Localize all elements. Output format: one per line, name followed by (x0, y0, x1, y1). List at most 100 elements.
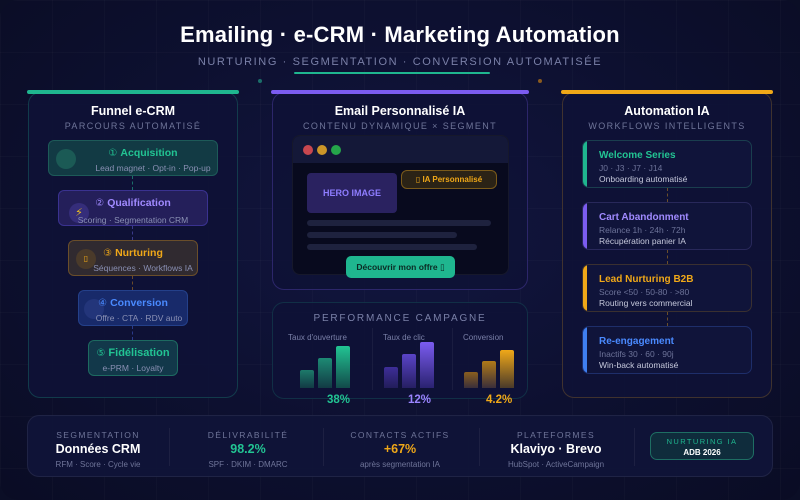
text-placeholder-line (307, 232, 457, 238)
workflow-re-engagement[interactable]: Re-engagement Inactifs 30 · 60 · 90j Win… (582, 326, 752, 374)
text-placeholder-line (307, 220, 491, 226)
workflow-description: Récupération panier IA (599, 236, 686, 246)
minimize-dot-icon (317, 145, 327, 155)
stat-delivrabilite: DÉLIVRABILITÉ 98.2% SPF · DKIM · DMARC (171, 416, 325, 478)
stats-bar: SEGMENTATION Données CRM RFM · Score · C… (27, 415, 773, 477)
stage-description: Scoring · Segmentation CRM (77, 215, 189, 225)
email-title: Email Personnalisé IA (334, 104, 466, 118)
decor-dot (538, 79, 542, 83)
open-rate-bar (336, 346, 350, 388)
panel-accent-bar (561, 90, 773, 94)
funnel-stage-fidelisation[interactable]: ⑤ Fidélisation e-PRM · Loyalty (88, 340, 178, 376)
workflow-title: Cart Abandonment (599, 212, 689, 223)
stage-title: ② Qualification (59, 197, 207, 209)
click-rate-value: 12% (408, 394, 432, 406)
stat-plateformes: PLATEFORMES Klaviyo · Brevo HubSpot · Ac… (481, 416, 631, 478)
workflow-title: Welcome Series (599, 150, 676, 161)
divider (323, 428, 324, 466)
panel-accent-bar (271, 90, 529, 94)
automation-subtitle: WORKFLOWS INTELLIGENTS (588, 121, 746, 131)
stage-label: Nurturing (115, 247, 163, 259)
workflow-connector (667, 250, 668, 264)
divider (479, 428, 480, 466)
stage-description: Séquences · Workflows IA (93, 263, 193, 273)
click-rate-bar (402, 354, 416, 388)
stat-label: SEGMENTATION (56, 430, 140, 440)
conversion-bar (482, 361, 496, 388)
workflow-title: Lead Nurturing B2B (599, 274, 694, 285)
funnel-stage-conversion[interactable]: ④ Conversion Offre · CTA · RDV auto (78, 290, 188, 326)
stat-value: Données CRM (55, 442, 141, 456)
funnel-connector (132, 226, 133, 240)
automation-title: Automation IA (624, 104, 710, 118)
conversion-bar (500, 350, 514, 388)
subtitle-underline (294, 72, 490, 74)
page-subtitle: NURTURING · SEGMENTATION · CONVERSION AU… (197, 56, 603, 68)
funnel-connector (132, 176, 133, 190)
stat-label: PLATEFORMES (516, 430, 596, 440)
funnel-stage-acquisition[interactable]: ① Acquisition Lead magnet · Opt-in · Pop-… (48, 140, 218, 176)
stage-number: ③ (103, 248, 113, 259)
stat-sub: SPF · DKIM · DMARC (208, 460, 288, 469)
stat-label: DÉLIVRABILITÉ (207, 430, 289, 440)
funnel-connector (132, 276, 133, 290)
performance-title: PERFORMANCE CAMPAGNE (313, 313, 487, 324)
divider (169, 428, 170, 466)
conversion-value: 4.2% (486, 394, 513, 406)
text-placeholder-line (307, 244, 477, 250)
circle-icon (56, 149, 76, 169)
circle-icon (84, 299, 104, 319)
stat-sub: RFM · Score · Cycle vie (55, 460, 141, 469)
panel-accent-bar (27, 90, 239, 94)
workflow-connector (667, 188, 668, 202)
open-rate-bar (300, 370, 314, 388)
stage-label: Fidélisation (108, 347, 170, 359)
stat-contacts-actifs: CONTACTS ACTIFS +67% après segmentation … (325, 416, 475, 478)
email-preview-window: HERO IMAGE ▯ IA Personnalisé (292, 135, 509, 275)
workflow-accent (583, 141, 587, 187)
badge-label: NURTURING IA (666, 437, 738, 446)
workflow-schedule: Inactifs 30 · 60 · 90j (599, 349, 674, 359)
stage-label: Acquisition (120, 147, 178, 159)
conversion-label: Conversion (463, 333, 504, 342)
stage-title: ④ Conversion (79, 297, 187, 309)
click-rate-bar (420, 342, 434, 388)
cta-discover-offer-button[interactable]: Découvrir mon offre ▯ (346, 256, 455, 278)
stage-title: ⑤ Fidélisation (89, 347, 177, 359)
close-dot-icon (303, 145, 313, 155)
divider (634, 428, 635, 466)
lightning-icon: ⚡ (69, 203, 89, 223)
stage-number: ⑤ (96, 348, 106, 359)
divider (372, 328, 373, 390)
workflow-description: Routing vers commercial (599, 298, 693, 308)
stage-number: ④ (98, 298, 108, 309)
workflow-description: Onboarding automatisé (599, 174, 688, 184)
stage-title: ① Acquisition (49, 147, 217, 159)
window-titlebar (293, 136, 508, 163)
stat-value: Klaviyo · Brevo (510, 442, 602, 456)
stat-sub: HubSpot · ActiveCampaign (507, 460, 605, 469)
workflow-accent (583, 327, 587, 373)
workflow-accent (583, 265, 587, 311)
funnel-stage-qualification[interactable]: ⚡ ② Qualification Scoring · Segmentation … (58, 190, 208, 226)
stat-value: 98.2% (230, 442, 266, 456)
badge-value: ADB 2026 (683, 448, 721, 457)
click-rate-bar (384, 367, 398, 388)
funnel-stage-nurturing[interactable]: ▯ ③ Nurturing Séquences · Workflows IA (68, 240, 198, 276)
stage-number: ② (95, 198, 105, 209)
funnel-title: Funnel e-CRM (90, 104, 176, 118)
workflow-welcome-series[interactable]: Welcome Series J0 · J3 · J7 · J14 Onboar… (582, 140, 752, 188)
divider (452, 328, 453, 390)
stage-label: Qualification (107, 197, 171, 209)
workflow-lead-nurturing-b2b[interactable]: Lead Nurturing B2B Score <50 · 50-80 · >… (582, 264, 752, 312)
workflow-schedule: Relance 1h · 24h · 72h (599, 225, 686, 235)
page-title: Emailing · e-CRM · Marketing Automation (180, 22, 620, 47)
stat-segmentation: SEGMENTATION Données CRM RFM · Score · C… (28, 416, 168, 478)
stat-label: CONTACTS ACTIFS (350, 430, 450, 440)
stage-description: Offre · CTA · RDV auto (95, 313, 183, 323)
stage-title: ③ Nurturing (69, 247, 197, 259)
workflow-cart-abandonment[interactable]: Cart Abandonment Relance 1h · 24h · 72h … (582, 202, 752, 250)
workflow-connector (667, 312, 668, 326)
nurturing-ia-badge: NURTURING IA ADB 2026 (650, 432, 754, 460)
